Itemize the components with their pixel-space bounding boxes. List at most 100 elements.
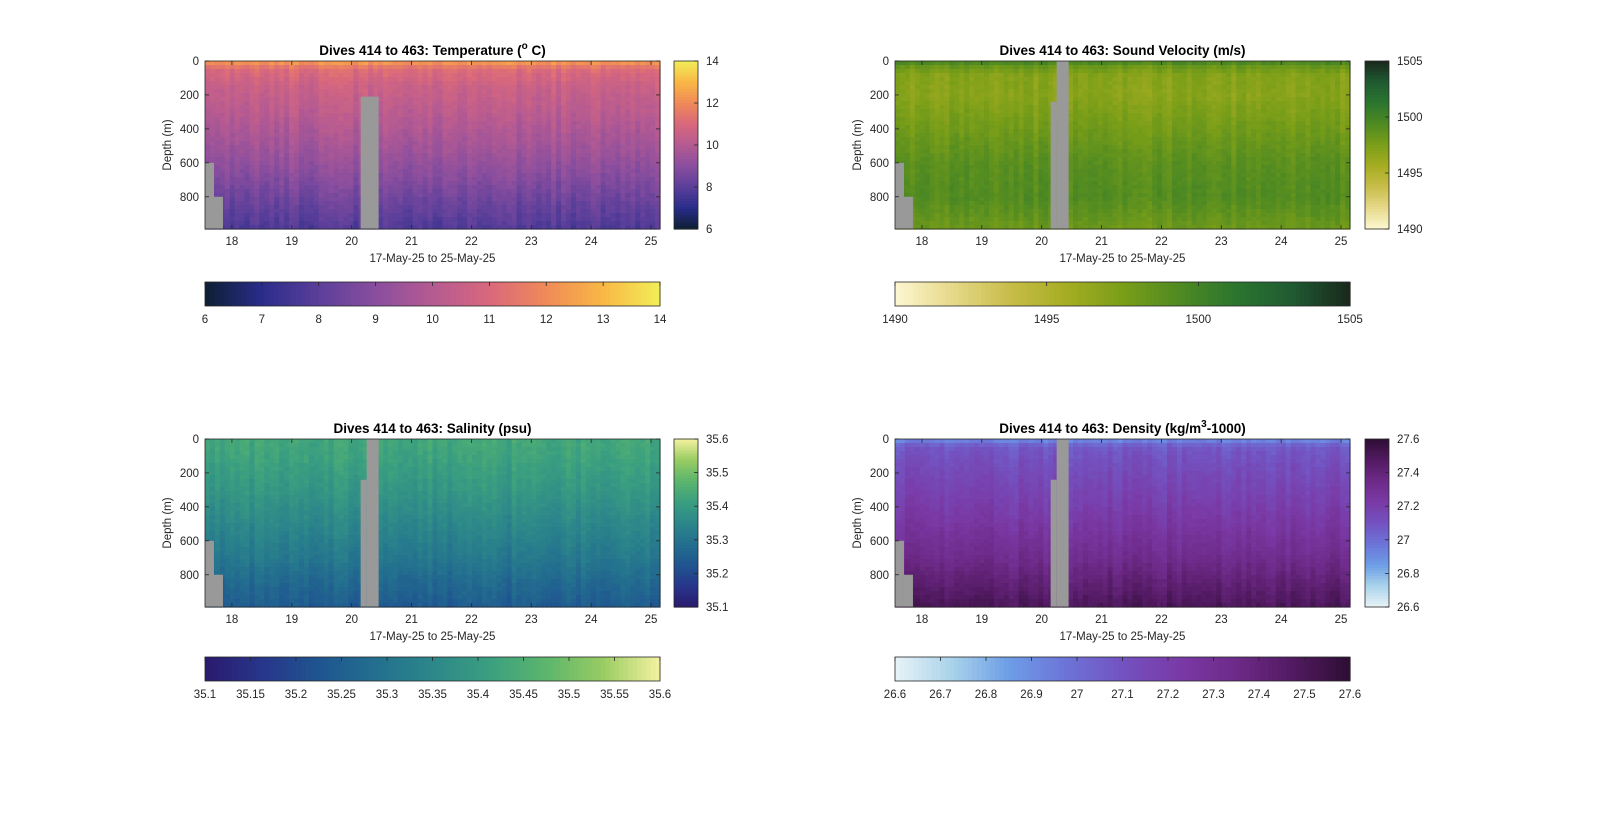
y-tick-label: 600 xyxy=(870,536,889,548)
y-tick-label: 0 xyxy=(193,434,199,446)
x-tick-label: 23 xyxy=(1215,236,1228,248)
no-data-gap xyxy=(1050,479,1057,607)
y-tick-label: 800 xyxy=(180,570,199,582)
no-data-gap xyxy=(205,540,214,607)
no-data-gap xyxy=(895,540,904,607)
x-tick-label: 25 xyxy=(1335,236,1348,248)
heatmap-sound-velocity xyxy=(895,61,1351,230)
colorbar-tick-label: 35.4 xyxy=(467,689,490,701)
y-tick-label: 400 xyxy=(180,502,199,514)
colorbar-tick-label: 35.5 xyxy=(706,468,728,480)
x-tick-label: 25 xyxy=(1335,614,1348,626)
no-data-gap xyxy=(360,479,367,607)
x-tick-label: 20 xyxy=(1035,236,1048,248)
x-tick-label: 24 xyxy=(585,236,598,248)
no-data-gap xyxy=(213,574,223,607)
colorbar-tick-label: 6 xyxy=(706,224,712,236)
x-tick-label: 21 xyxy=(1095,614,1108,626)
colorbar-tick-label: 35.35 xyxy=(418,689,447,701)
colorbar-tick-label: 27.3 xyxy=(1202,689,1224,701)
colorbar-tick-label: 35.3 xyxy=(376,689,398,701)
colorbar-tick-label: 35.2 xyxy=(285,689,307,701)
x-tick-label: 23 xyxy=(1215,614,1228,626)
no-data-gap xyxy=(1050,101,1057,229)
colorbar-tick-label: 13 xyxy=(597,314,610,326)
colorbar-right: 35.1 35.2 35.3 35.4 35.5 35.6 xyxy=(673,434,729,614)
no-data-gap xyxy=(213,196,223,229)
colorbar-tick-label: 1495 xyxy=(1034,314,1060,326)
y-axis-label: Depth (m) xyxy=(162,497,174,548)
y-axis-label: Depth (m) xyxy=(162,119,174,170)
colorbar-tick-label: 27.6 xyxy=(1397,434,1419,446)
heatmap-salinity xyxy=(205,439,661,608)
no-data-gap xyxy=(360,96,379,230)
colorbar-tick-label: 35.1 xyxy=(194,689,216,701)
colorbar-tick-label: 26.6 xyxy=(1397,602,1419,614)
colorbar-right: 1490 1495 1500 1505 xyxy=(1364,56,1423,236)
colorbar-tick-label: 35.3 xyxy=(706,535,728,547)
x-tick-label: 23 xyxy=(525,236,538,248)
no-data-gap xyxy=(903,574,913,607)
colorbar-tick-label: 35.6 xyxy=(649,689,671,701)
colorbar-tick-label: 14 xyxy=(654,314,667,326)
x-tick-label: 18 xyxy=(226,614,239,626)
colorbar-tick-label: 27 xyxy=(1397,535,1410,547)
y-tick-label: 200 xyxy=(870,468,889,480)
colorbar-tick-label: 27.6 xyxy=(1339,689,1361,701)
x-tick-label: 24 xyxy=(1275,236,1288,248)
axes-box xyxy=(204,438,661,608)
colorbar-tick-label: 27.1 xyxy=(1111,689,1133,701)
no-data-gap xyxy=(205,162,214,229)
y-tick-label: 400 xyxy=(870,502,889,514)
colorbar-tick-label: 35.1 xyxy=(706,602,728,614)
colorbar-tick-label: 8 xyxy=(706,182,712,194)
x-tick-label: 21 xyxy=(405,614,418,626)
x-tick-label: 22 xyxy=(1155,236,1168,248)
colorbar-bottom: 6 7 8 9 10 11 12 13 14 xyxy=(202,281,667,326)
x-tick-label: 18 xyxy=(226,236,239,248)
y-tick-label: 200 xyxy=(180,468,199,480)
y-tick-label: 600 xyxy=(870,158,889,170)
colorbar-tick-label: 35.4 xyxy=(706,501,729,513)
colorbar-tick-label: 12 xyxy=(706,98,719,110)
colorbar-tick-label: 26.9 xyxy=(1020,689,1042,701)
colorbar-tick-label: 6 xyxy=(202,314,208,326)
panel-temperature: 18 19 20 21 22 23 24 25 0 200 400 600 800 17-May-25 t… xyxy=(162,41,719,326)
y-axis-label: Depth (m) xyxy=(852,497,864,548)
y-tick-label: 0 xyxy=(883,434,889,446)
x-tick-label: 21 xyxy=(1095,236,1108,248)
colorbar-tick-label: 1505 xyxy=(1397,56,1423,68)
colorbar-tick-label: 27.5 xyxy=(1293,689,1315,701)
colorbar-tick-label: 35.2 xyxy=(706,568,728,580)
colorbar-tick-label: 1500 xyxy=(1397,112,1423,124)
axes-box xyxy=(204,60,661,230)
y-tick-label: 800 xyxy=(870,192,889,204)
y-tick-label: 600 xyxy=(180,158,199,170)
colorbar-tick-label: 26.8 xyxy=(1397,568,1419,580)
colorbar-tick-label: 35.55 xyxy=(600,689,629,701)
colorbar-tick-label: 11 xyxy=(483,314,495,326)
y-tick-label: 800 xyxy=(180,192,199,204)
colorbar-frame xyxy=(1364,438,1390,608)
heatmap-density xyxy=(895,439,1351,608)
axes-box xyxy=(894,438,1351,608)
y-tick-label: 0 xyxy=(193,56,199,68)
chart-title: Dives 414 to 463: Salinity (psu) xyxy=(333,421,531,436)
colorbar-right: 26.6 26.8 27 27.2 27.4 27.6 xyxy=(1364,434,1420,614)
chart-title: Dives 414 to 463: Density (kg/m3-1000) xyxy=(999,419,1245,436)
colorbar-tick-label: 27.4 xyxy=(1248,689,1271,701)
colorbar-frame xyxy=(1364,60,1390,230)
colorbar-tick-label: 10 xyxy=(706,140,719,152)
chart-title: Dives 414 to 463: Temperature (o C) xyxy=(319,41,545,58)
x-tick-label: 24 xyxy=(1275,614,1288,626)
x-tick-label: 20 xyxy=(345,236,358,248)
x-tick-label: 19 xyxy=(285,614,298,626)
colorbar-bottom: 35.1 35.15 35.2 35.25 35.3 35.35 35.4 35.45 35.5… xyxy=(194,656,671,701)
chart-title: Dives 414 to 463: Sound Velocity (m/s) xyxy=(999,43,1245,58)
no-data-gap xyxy=(366,439,379,607)
x-tick-label: 25 xyxy=(645,236,658,248)
colorbar-tick-label: 1490 xyxy=(882,314,908,326)
colorbar-tick-label: 1500 xyxy=(1186,314,1212,326)
x-tick-label: 19 xyxy=(975,236,988,248)
